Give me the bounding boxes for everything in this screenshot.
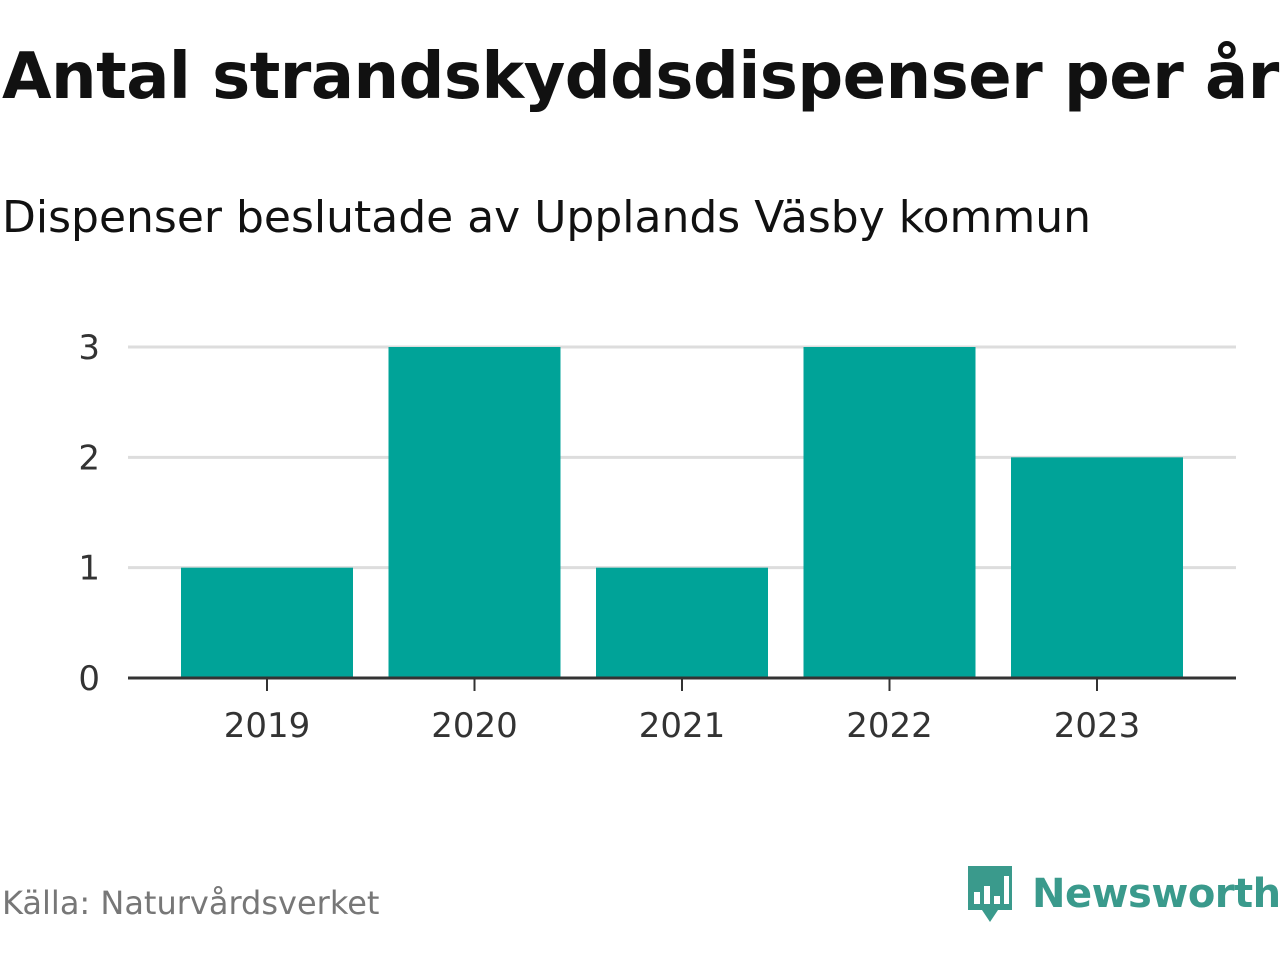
axes: [128, 676, 1236, 691]
bar-2019: [181, 567, 353, 678]
brand-logo: Newsworthy: [964, 862, 1280, 926]
x-tick-label-2020: 2020: [431, 706, 518, 746]
source-note: Källa: Naturvårdsverket: [2, 884, 380, 922]
y-tick-label-0: 0: [78, 659, 100, 699]
brand-name: Newsworthy: [1032, 871, 1280, 917]
x-tick-label-2019: 2019: [224, 706, 311, 746]
bar-2021: [596, 567, 768, 678]
y-tick-label-2: 2: [78, 438, 100, 478]
newsworthy-logo-icon: [968, 866, 1012, 922]
bar-2022: [803, 347, 976, 678]
chart-subtitle: Dispenser beslutade av Upplands Väsby ko…: [2, 192, 1092, 243]
bar-chart: 0 1 2 3 2019 2020 2021 2022 2023: [78, 328, 1236, 746]
x-tick-label-2021: 2021: [639, 706, 726, 746]
bar-2020: [388, 347, 561, 678]
bars: [181, 347, 1183, 678]
x-tick-label-2022: 2022: [846, 706, 933, 746]
y-tick-label-3: 3: [78, 328, 100, 368]
y-tick-label-1: 1: [78, 549, 100, 589]
bar-2023: [1011, 457, 1183, 678]
chart-title: Antal strandskyddsdispenser per år: [2, 40, 1279, 114]
tick-labels: 0 1 2 3 2019 2020 2021 2022 2023: [78, 328, 1140, 746]
x-tick-label-2023: 2023: [1054, 706, 1141, 746]
